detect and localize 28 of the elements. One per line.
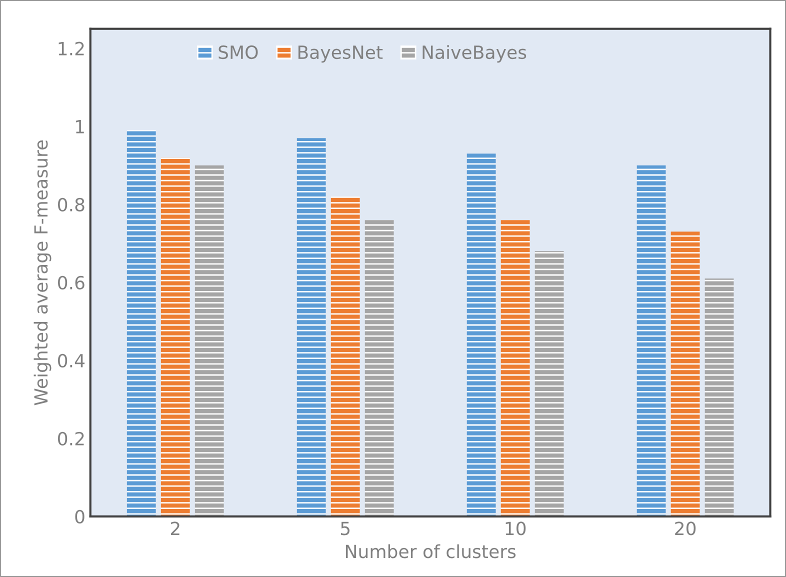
x-axis-title: Number of clusters <box>346 544 516 558</box>
legend-label: SMO <box>218 45 258 60</box>
bar <box>364 220 394 516</box>
y-tick-label: 0.6 <box>58 276 84 290</box>
bar <box>670 232 700 516</box>
x-tick-label: 2 <box>170 522 180 535</box>
legend-label: NaiveBayes <box>422 45 526 63</box>
y-tick-label: 1 <box>76 120 84 134</box>
bar <box>500 220 530 516</box>
bar <box>126 130 156 516</box>
y-tick-label: 0 <box>75 510 84 524</box>
bar <box>160 158 190 516</box>
bar <box>296 138 326 516</box>
x-tick-label: 5 <box>341 522 350 536</box>
legend-label: BayesNet <box>298 46 383 63</box>
y-tick-label: 1.2 <box>58 42 84 56</box>
y-tick-label: 0.8 <box>58 198 84 212</box>
bar <box>636 165 666 516</box>
x-tick-label: 10 <box>506 522 526 536</box>
y-tick-label: 0.2 <box>58 432 84 446</box>
y-tick-label: 0.4 <box>58 354 85 368</box>
x-tick-label: 20 <box>675 522 696 536</box>
bar <box>330 196 360 516</box>
bar <box>466 154 496 516</box>
bar <box>534 251 564 516</box>
bar <box>194 165 224 516</box>
bar <box>704 278 734 516</box>
y-axis-title: Weighted average F-measure <box>34 140 52 406</box>
